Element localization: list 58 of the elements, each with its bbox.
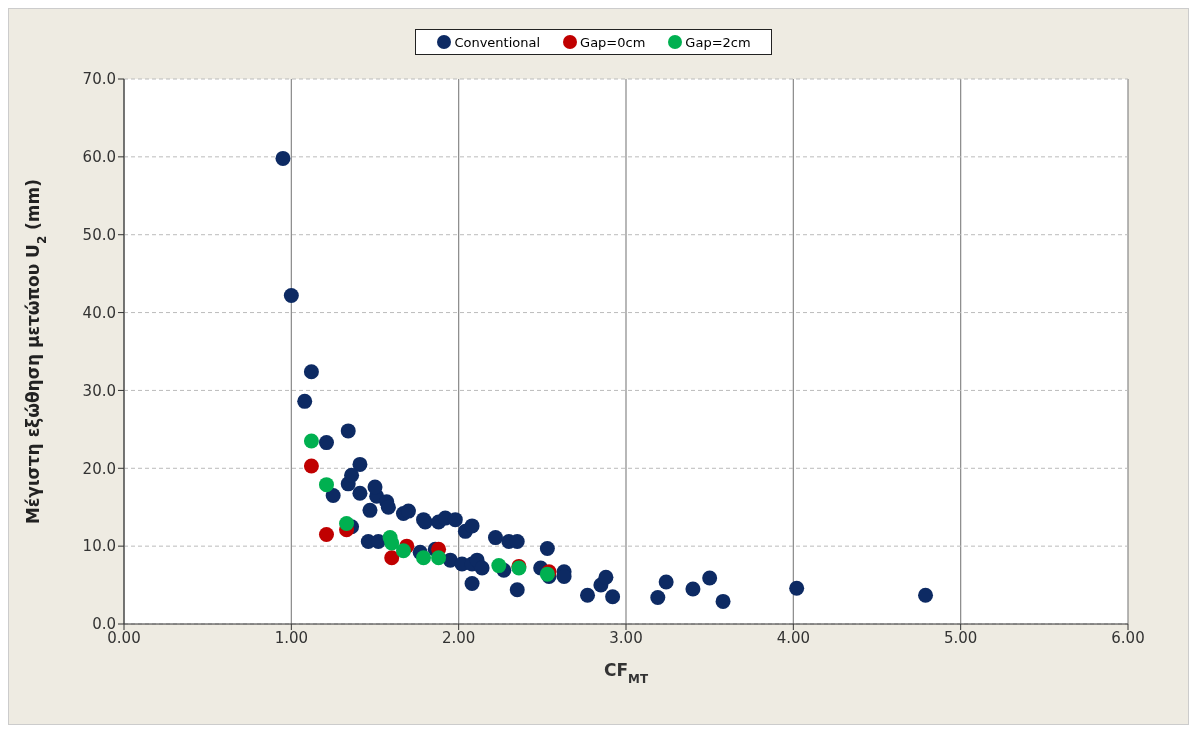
- point: [283, 287, 299, 303]
- y-tick-label: 50.0: [82, 226, 116, 245]
- point: [352, 456, 368, 472]
- point: [297, 393, 313, 409]
- point: [539, 540, 555, 556]
- legend-label: Gap=2cm: [684, 34, 751, 50]
- x-axis-title: CF$_{MT}$: [603, 660, 649, 686]
- point: [598, 569, 614, 585]
- point: [384, 535, 400, 551]
- point: [395, 543, 411, 559]
- point: [344, 467, 360, 483]
- point: [384, 550, 400, 566]
- point: [318, 477, 334, 493]
- y-tick-label: 30.0: [82, 381, 116, 400]
- x-tick-label: 6.00: [1111, 628, 1145, 647]
- point: [303, 458, 319, 474]
- point: [339, 516, 355, 532]
- point: [464, 518, 480, 534]
- point: [447, 512, 463, 528]
- point: [303, 433, 319, 449]
- point: [580, 587, 596, 603]
- point: [474, 560, 490, 576]
- point: [918, 587, 934, 603]
- x-tick-label: 1.00: [274, 628, 309, 647]
- point: [275, 150, 291, 166]
- point: [509, 582, 525, 598]
- point: [650, 590, 666, 606]
- point: [400, 503, 416, 519]
- y-tick-label: 20.0: [82, 459, 116, 478]
- point: [352, 485, 368, 501]
- y-tick-label: 10.0: [82, 537, 116, 556]
- point: [702, 570, 718, 586]
- legend-label: Gap=0cm: [579, 34, 646, 50]
- point: [491, 558, 507, 574]
- point: [340, 423, 356, 439]
- point: [431, 550, 447, 566]
- point: [367, 479, 383, 495]
- x-tick-label: 3.00: [609, 628, 643, 647]
- point: [715, 593, 731, 609]
- point: [685, 581, 701, 597]
- y-tick-label: 60.0: [82, 148, 116, 167]
- point: [658, 574, 674, 590]
- y-tick-label: 40.0: [82, 303, 116, 322]
- y-tick-label: 70.0: [82, 70, 116, 89]
- point: [362, 502, 378, 518]
- point: [325, 488, 341, 504]
- legend-label: Conventional: [453, 34, 541, 50]
- point: [487, 530, 503, 546]
- point: [605, 589, 621, 605]
- point: [318, 435, 334, 451]
- point: [416, 550, 432, 566]
- point: [318, 526, 334, 542]
- point: [789, 580, 805, 596]
- x-tick-label: 5.00: [943, 628, 978, 647]
- point: [464, 576, 480, 592]
- point: [303, 364, 319, 380]
- x-tick-label: 4.00: [776, 628, 811, 647]
- x-tick-label: 2.00: [441, 628, 476, 647]
